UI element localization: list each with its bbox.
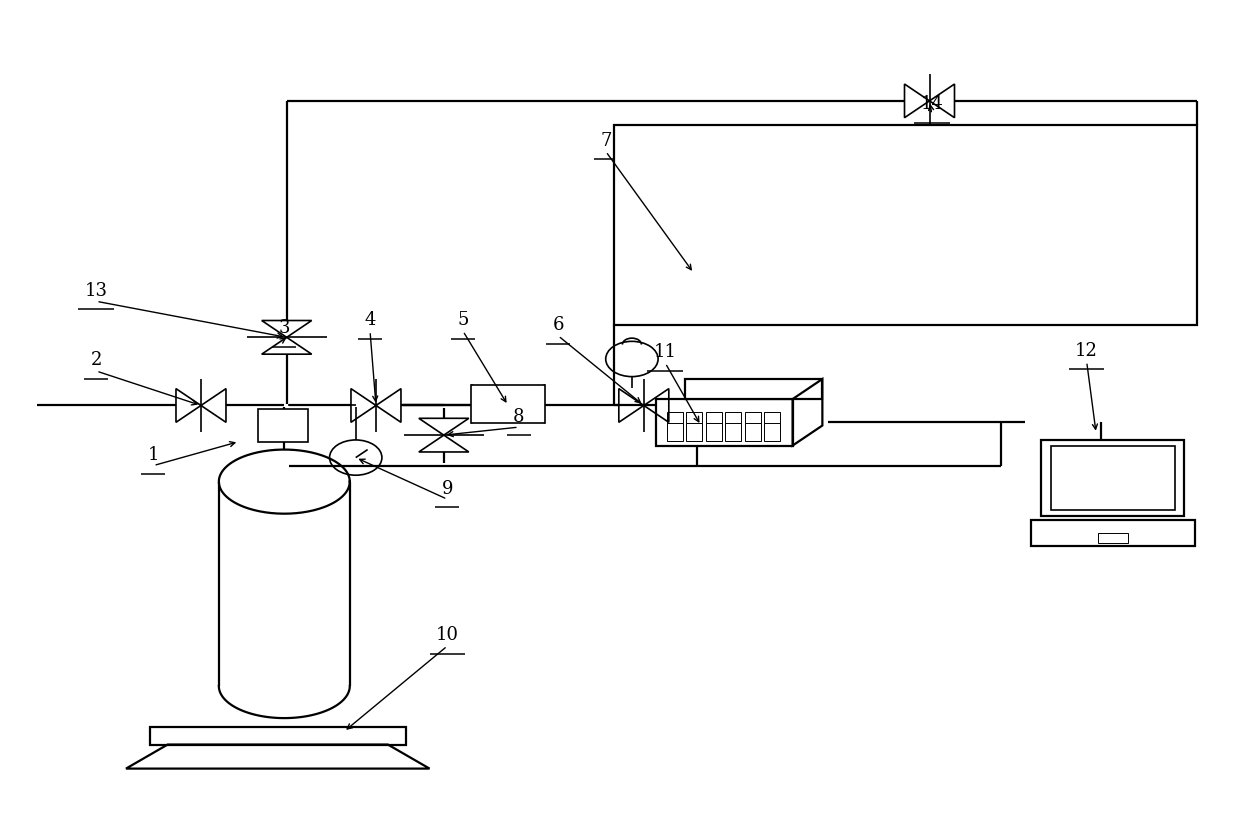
Text: 11: 11: [653, 343, 677, 362]
Bar: [764, 423, 780, 441]
Bar: [1030, 520, 1195, 546]
Bar: [1052, 447, 1174, 509]
Text: 1: 1: [148, 446, 159, 464]
Text: 12: 12: [1075, 342, 1099, 360]
Text: 4: 4: [365, 311, 376, 329]
Text: 6: 6: [552, 316, 564, 334]
Text: 5: 5: [458, 311, 469, 329]
Bar: [667, 412, 683, 429]
Bar: [686, 412, 702, 429]
Bar: [667, 423, 683, 441]
Text: 2: 2: [91, 352, 102, 369]
Bar: [656, 399, 792, 446]
Bar: [471, 385, 546, 423]
Bar: [150, 727, 405, 745]
Bar: [725, 412, 742, 429]
Bar: [686, 379, 822, 399]
Bar: [614, 125, 1198, 326]
Bar: [745, 412, 761, 429]
Text: 9: 9: [441, 479, 453, 498]
Text: 13: 13: [84, 281, 108, 300]
Bar: [706, 412, 722, 429]
Bar: [1097, 533, 1127, 543]
Text: 8: 8: [513, 407, 525, 426]
Text: 14: 14: [920, 95, 944, 113]
Text: 7: 7: [600, 132, 611, 149]
Text: 3: 3: [279, 319, 290, 337]
Text: 10: 10: [436, 626, 459, 645]
Bar: [1042, 440, 1184, 516]
Bar: [706, 423, 722, 441]
Bar: [745, 423, 761, 441]
Bar: [686, 423, 702, 441]
Bar: [764, 412, 780, 429]
Bar: [725, 423, 742, 441]
Bar: [258, 409, 308, 442]
